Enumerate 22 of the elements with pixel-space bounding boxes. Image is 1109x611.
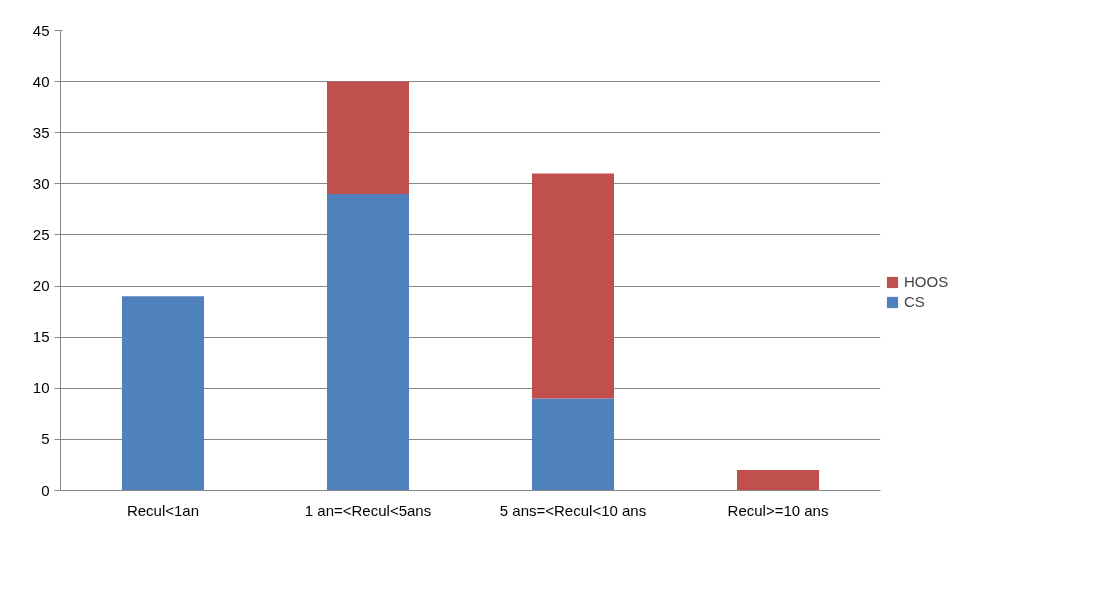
x-tick-label: 5 ans=<Recul<10 ans <box>499 501 647 519</box>
bar <box>327 81 409 195</box>
y-tick-label: 40 <box>32 72 50 90</box>
y-tick-label: 15 <box>32 328 50 346</box>
bar <box>327 194 409 491</box>
x-tick-label: Recul>=10 ans <box>727 501 829 519</box>
y-tick-label: 25 <box>32 225 50 243</box>
x-tick-label: Recul<1an <box>126 501 200 519</box>
y-tick-label: 5 <box>41 430 50 448</box>
bar <box>737 470 819 491</box>
legend-label: HOOS <box>904 273 949 290</box>
legend-label: CS <box>904 293 925 310</box>
bar <box>122 296 204 491</box>
x-tick-label: 1 an=<Recul<5ans <box>304 501 432 519</box>
bar <box>532 173 614 399</box>
y-tick-label: 35 <box>32 123 50 141</box>
y-tick-label: 10 <box>32 379 50 397</box>
y-tick-label: 45 <box>32 21 50 39</box>
bar <box>532 398 614 491</box>
y-tick-label: 20 <box>32 277 50 295</box>
y-tick-label: 0 <box>41 481 50 499</box>
y-tick-label: 30 <box>32 174 50 192</box>
